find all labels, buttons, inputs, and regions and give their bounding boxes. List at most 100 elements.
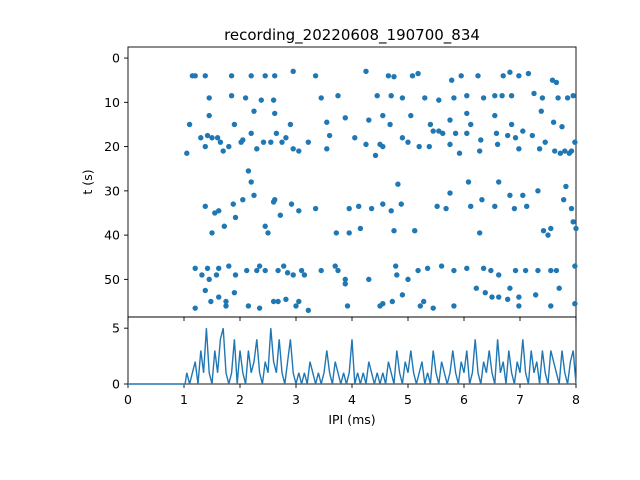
scatter-point <box>507 285 513 291</box>
scatter-point <box>290 272 296 278</box>
scatter-point <box>504 296 511 302</box>
top-y-axis-label: t (s) <box>80 169 95 194</box>
scatter-point <box>374 92 380 99</box>
scatter-point <box>283 135 289 141</box>
scatter-point <box>516 303 522 309</box>
scatter-point <box>430 128 436 134</box>
scatter-point <box>372 152 379 159</box>
top-y-tick-label: 0 <box>112 51 120 66</box>
scatter-point <box>447 117 453 123</box>
scatter-point <box>553 79 560 86</box>
scatter-point <box>344 303 351 309</box>
scatter-point <box>204 265 211 272</box>
scatter-point <box>478 137 484 143</box>
scatter-point <box>451 303 457 309</box>
scatter-point <box>476 230 483 236</box>
scatter-point <box>499 92 505 99</box>
scatter-point <box>258 97 264 103</box>
bottom-y-tick-label: 5 <box>112 321 120 336</box>
histogram-line <box>128 328 577 385</box>
scatter-point <box>213 272 220 278</box>
scatter-point <box>366 276 372 283</box>
scatter-point <box>332 263 338 269</box>
scatter-point <box>489 294 495 300</box>
scatter-point <box>415 70 421 77</box>
scatter-point <box>511 205 518 212</box>
scatter-point <box>223 303 229 309</box>
scatter-point <box>548 225 554 232</box>
scatter-point <box>357 225 364 232</box>
scatter-point <box>214 135 221 141</box>
scatter-point <box>387 121 393 128</box>
scatter-point <box>342 276 348 283</box>
scatter-point <box>572 301 578 307</box>
scatter-point <box>548 303 554 309</box>
scatter-point <box>363 68 369 75</box>
scatter-point <box>398 201 404 207</box>
scatter-point <box>312 205 319 212</box>
scatter-point <box>262 223 268 229</box>
scatter-point <box>198 135 204 141</box>
scatter-point <box>392 263 399 269</box>
scatter-point <box>262 73 268 79</box>
scatter-point <box>231 289 238 296</box>
scatter-point <box>326 132 333 139</box>
scatter-point <box>318 95 324 101</box>
scatter-point <box>516 294 522 300</box>
scatter-point <box>451 267 457 274</box>
scatter-point <box>473 285 480 291</box>
scatter-point <box>230 201 236 207</box>
scatter-point <box>248 73 254 79</box>
scatter-point <box>412 227 418 234</box>
scatter-point <box>335 267 341 274</box>
scatter-point <box>456 150 463 156</box>
bottom-x-tick-label: 0 <box>124 392 132 407</box>
scatter-point <box>206 112 212 119</box>
scatter-point <box>512 267 519 274</box>
scatter-point <box>416 143 422 150</box>
scatter-point <box>248 179 254 185</box>
scatter-point <box>342 281 348 287</box>
scatter-point <box>570 219 576 225</box>
scatter-point <box>451 95 457 101</box>
scatter-point <box>556 285 562 291</box>
scatter-point <box>447 190 453 196</box>
scatter-point <box>268 139 274 145</box>
scatter-point <box>427 121 434 128</box>
scatter-point <box>525 70 532 77</box>
scatter-point <box>272 197 278 203</box>
scatter-point <box>363 141 369 148</box>
scatter-point <box>531 90 537 97</box>
scatter-point <box>430 305 436 311</box>
scatter-point <box>318 267 324 274</box>
scatter-point <box>366 117 372 123</box>
scatter-point <box>301 272 308 278</box>
scatter-point <box>560 197 567 203</box>
scatter-point <box>507 192 513 198</box>
top-y-tick-label: 10 <box>104 95 120 110</box>
scatter-point <box>212 210 218 216</box>
bottom-x-tick-label: 3 <box>292 392 300 407</box>
scatter-point <box>496 272 502 278</box>
scatter-point <box>380 143 386 150</box>
scatter-point <box>550 119 557 125</box>
scatter-point <box>228 92 235 99</box>
scatter-point <box>496 294 502 300</box>
scatter-point <box>540 227 547 234</box>
scatter-point <box>298 267 305 274</box>
scatter-point <box>296 208 302 214</box>
scatter-point <box>480 265 487 272</box>
scatter-point <box>508 121 515 128</box>
scatter-point <box>283 296 289 302</box>
bottom-x-tick-label: 6 <box>460 392 468 407</box>
scatter-point <box>293 303 299 309</box>
scatter-point <box>563 183 569 190</box>
scatter-point <box>221 223 228 229</box>
scatter-point <box>216 208 222 214</box>
scatter-point <box>199 272 205 278</box>
scatter-point <box>409 73 416 79</box>
bottom-x-tick-label: 1 <box>180 392 188 407</box>
scatter-point <box>417 303 424 309</box>
scatter-point <box>440 130 446 137</box>
scatter-point <box>388 208 394 214</box>
